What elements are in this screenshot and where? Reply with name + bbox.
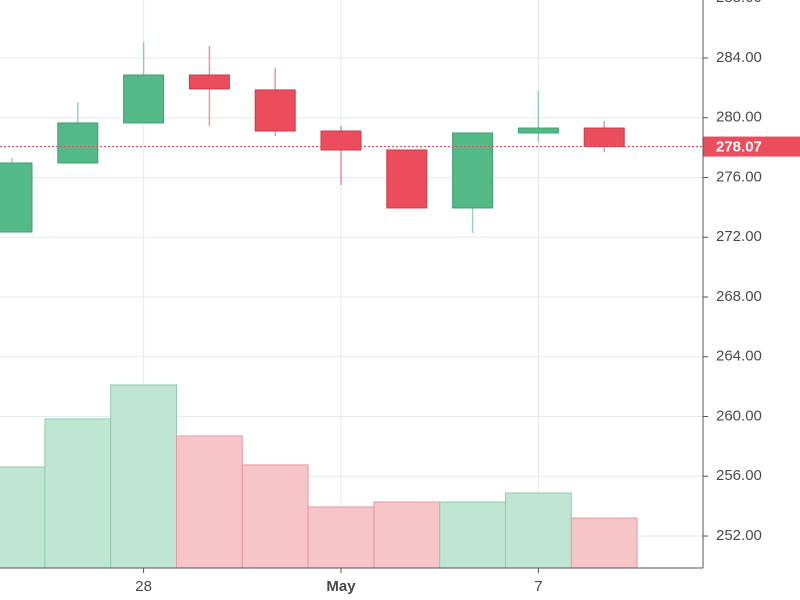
volume-bar bbox=[44, 418, 112, 568]
last-price-box bbox=[703, 136, 800, 157]
y-tick-label: 264.00 bbox=[716, 348, 762, 365]
candle-body bbox=[123, 74, 165, 124]
candle-body bbox=[517, 127, 559, 134]
y-tick-label: 256.00 bbox=[716, 467, 762, 484]
x-tick-label: May bbox=[326, 578, 356, 595]
y-tick-label: 268.00 bbox=[716, 288, 762, 305]
y-tick-label: 272.00 bbox=[716, 228, 762, 245]
volume-bar bbox=[505, 492, 572, 568]
candle-body bbox=[583, 127, 625, 148]
volume-bar bbox=[439, 501, 507, 568]
y-tick-label: 252.00 bbox=[716, 527, 762, 544]
candle-body bbox=[452, 132, 494, 209]
volume-layer bbox=[0, 384, 638, 568]
candle-body bbox=[0, 162, 33, 233]
y-tick-label: 288.00 bbox=[716, 0, 762, 6]
y-tick-label: 284.00 bbox=[716, 49, 762, 66]
candle-body bbox=[320, 130, 362, 151]
y-tick-label: 276.00 bbox=[716, 168, 762, 185]
volume-bar bbox=[176, 435, 243, 568]
last-price-label: 278.07 bbox=[716, 139, 762, 156]
volume-bar bbox=[570, 517, 638, 568]
candle-layer bbox=[0, 41, 703, 233]
x-tick-label: 28 bbox=[135, 578, 152, 595]
candle-body bbox=[254, 89, 296, 132]
y-tick-label: 260.00 bbox=[716, 407, 762, 424]
volume-bar bbox=[0, 466, 46, 568]
volume-bar bbox=[241, 464, 309, 568]
volume-bar bbox=[373, 501, 441, 568]
x-tick-label: 7 bbox=[534, 578, 542, 595]
candle-body bbox=[386, 149, 428, 209]
volume-bar bbox=[110, 384, 177, 568]
volume-bar bbox=[307, 506, 375, 568]
candle-body bbox=[57, 122, 99, 164]
candle-body bbox=[188, 74, 230, 90]
y-tick-label: 280.00 bbox=[716, 109, 762, 126]
